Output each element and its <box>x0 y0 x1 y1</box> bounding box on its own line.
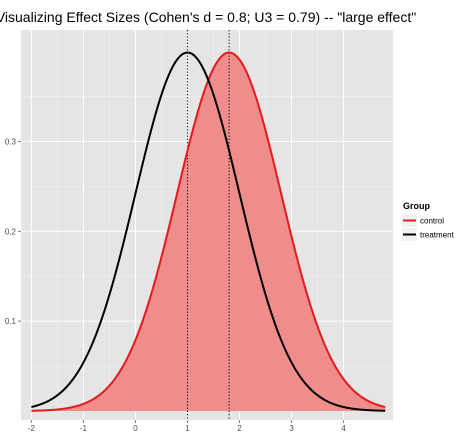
legend-item-treatment: treatment <box>402 228 455 241</box>
x-tick-label: -1 <box>80 424 88 433</box>
x-tick-label: 3 <box>289 424 294 433</box>
legend-label-control: control <box>420 217 444 226</box>
x-tick-label: 4 <box>341 424 346 433</box>
mean-reference-lines <box>186 30 230 420</box>
legend-item-control: control <box>402 214 444 227</box>
x-tick-label: 1 <box>185 424 190 433</box>
y-axis: 0.1 0.2 0.3 <box>5 137 21 326</box>
treatment-density-line <box>31 51 386 412</box>
y-tick-label: 0.3 <box>5 137 17 146</box>
legend-title: Group <box>403 201 430 211</box>
control-shaded-area <box>31 52 386 412</box>
legend-label-treatment: treatment <box>420 231 455 240</box>
y-tick-label: 0.1 <box>5 317 17 326</box>
x-tick-label: 0 <box>133 424 138 433</box>
x-tick-label: 2 <box>237 424 242 433</box>
x-tick-label: -2 <box>28 424 36 433</box>
chart-title: Visualizing Effect Sizes (Cohen's d = 0.… <box>0 9 416 25</box>
legend: Group control treatment <box>402 201 455 241</box>
x-axis: -2 -1 0 1 2 3 4 <box>28 420 346 433</box>
y-tick-label: 0.2 <box>5 227 17 236</box>
